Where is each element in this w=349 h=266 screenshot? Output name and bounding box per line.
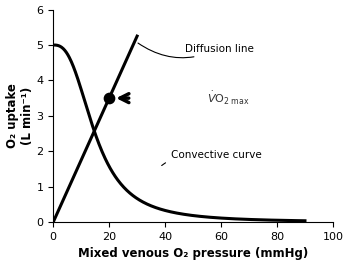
Y-axis label: O₂ uptake
(L min⁻¹): O₂ uptake (L min⁻¹) — [6, 84, 34, 148]
Text: $\mathit{\dot{V}}$O$_{\mathregular{2\ max}}$: $\mathit{\dot{V}}$O$_{\mathregular{2\ ma… — [207, 90, 250, 107]
Point — [106, 96, 112, 100]
Text: Diffusion line: Diffusion line — [138, 43, 253, 58]
Text: Convective curve: Convective curve — [162, 150, 261, 165]
X-axis label: Mixed venous O₂ pressure (mmHg): Mixed venous O₂ pressure (mmHg) — [78, 247, 308, 260]
